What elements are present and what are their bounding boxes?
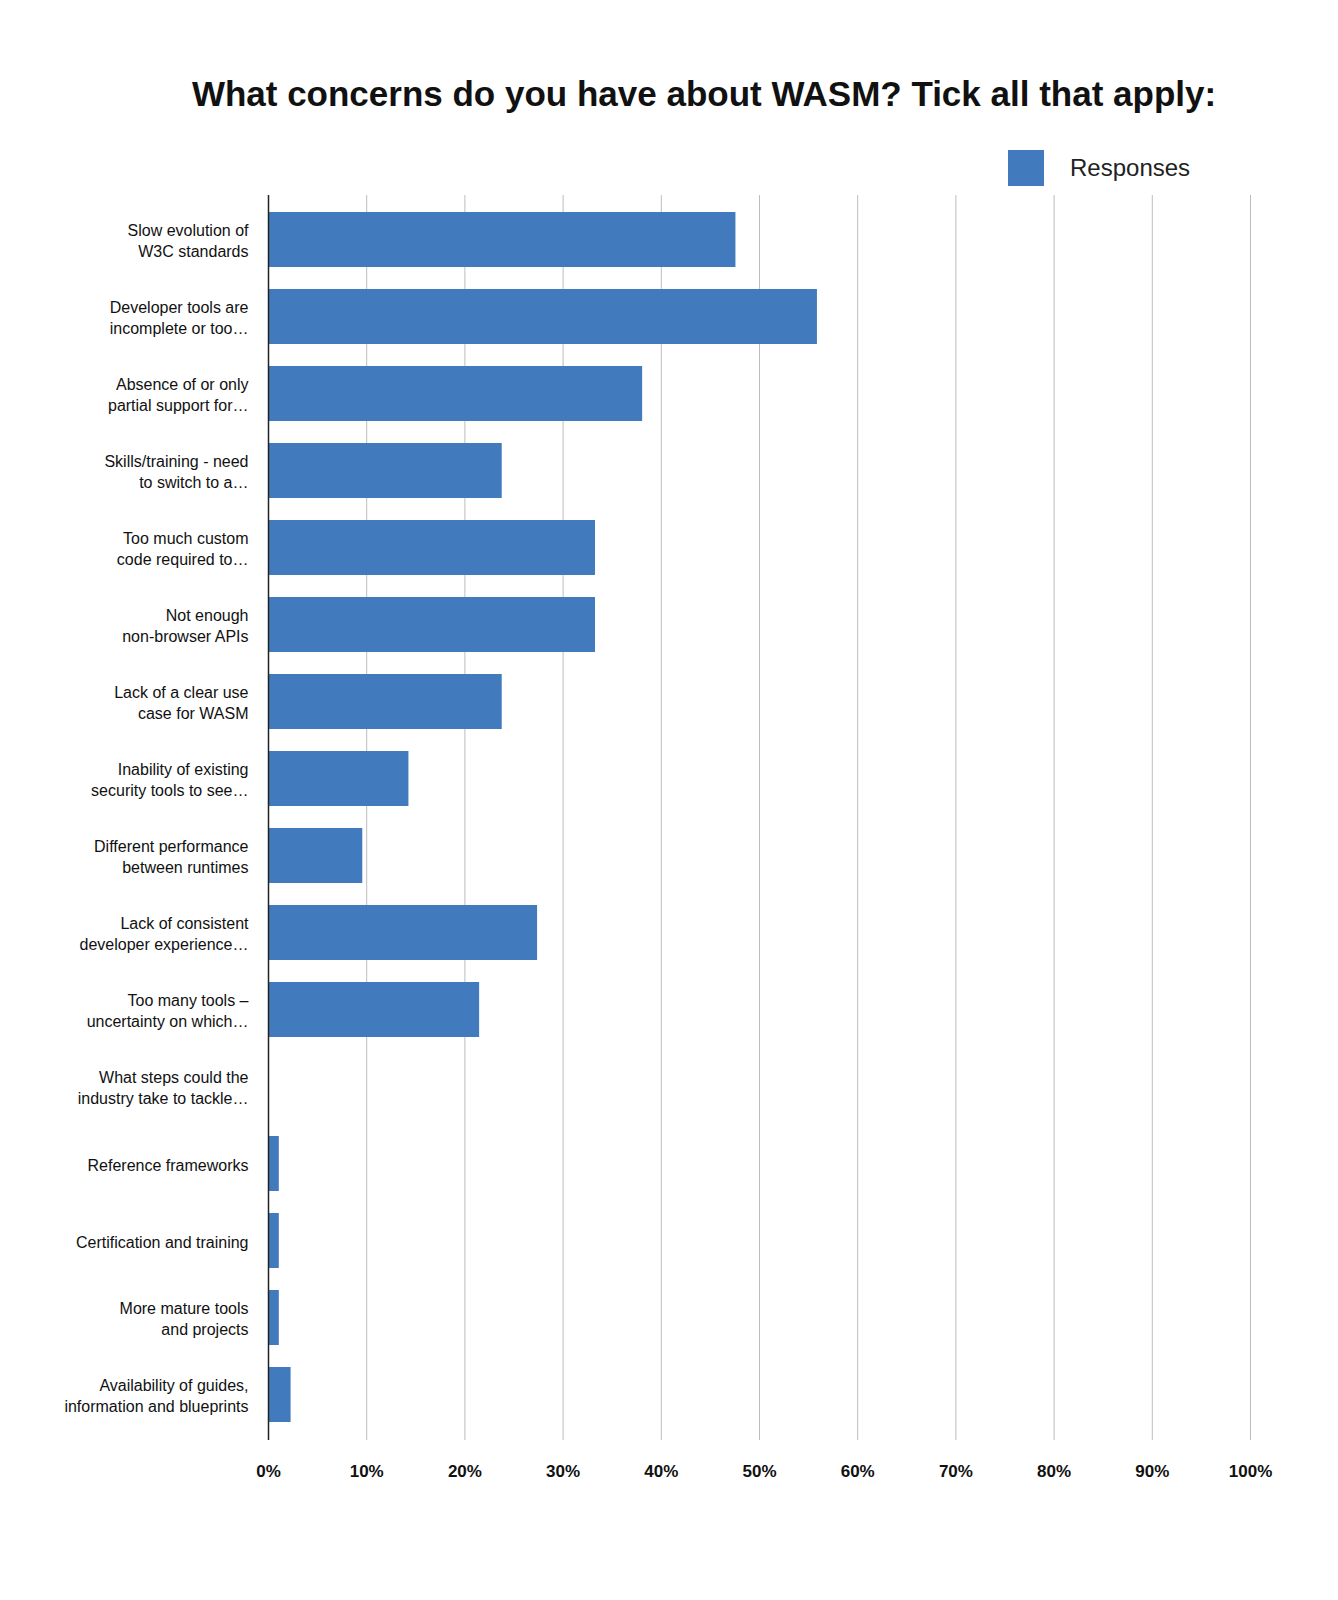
- svg-text:Too much customcode required t: Too much customcode required to…: [117, 530, 249, 568]
- svg-text:80%: 80%: [1037, 1462, 1071, 1481]
- html-text:What concerns do you have abou: What concerns do you have about WASM? Ti…: [191, 74, 1217, 113]
- svg-text:50%: 50%: [742, 1462, 776, 1481]
- svg-text:Slow evolution ofW3C standards: Slow evolution ofW3C standards: [128, 222, 250, 260]
- svg-text:0%: 0%: [256, 1462, 281, 1481]
- svg-text:Reference frameworks: Reference frameworks: [88, 1157, 249, 1174]
- svg-text:20%: 20%: [448, 1462, 482, 1481]
- svg-text:Developer tools areincomplete: Developer tools areincomplete or too…: [110, 299, 249, 337]
- svg-text:Absence of or onlypartial supp: Absence of or onlypartial support for…: [108, 376, 249, 414]
- svg-text:What steps could theindustry t: What steps could theindustry take to tac…: [78, 1069, 249, 1107]
- svg-text:Certification and training: Certification and training: [76, 1234, 249, 1251]
- svg-text:Availability of guides,informa: Availability of guides,information and b…: [64, 1377, 248, 1415]
- svg-text:70%: 70%: [939, 1462, 973, 1481]
- svg-text:Different performancebetween r: Different performancebetween runtimes: [94, 838, 249, 876]
- svg-text:90%: 90%: [1135, 1462, 1169, 1481]
- svg-text:100%: 100%: [1229, 1462, 1272, 1481]
- svg-text:Skills/training - needto switc: Skills/training - needto switch to a…: [104, 453, 248, 491]
- svg-text:60%: 60%: [841, 1462, 875, 1481]
- svg-text:More mature toolsand projects: More mature toolsand projects: [120, 1300, 249, 1338]
- svg-text:30%: 30%: [546, 1462, 580, 1481]
- html-text:Responses: Responses: [1070, 154, 1191, 181]
- svg-text:Lack of consistentdeveloper ex: Lack of consistentdeveloper experience…: [80, 915, 250, 953]
- svg-text:40%: 40%: [644, 1462, 678, 1481]
- svg-text:Too many tools –uncertainty on: Too many tools –uncertainty on which…: [87, 992, 249, 1030]
- svg-text:Lack of a clear usecase for WA: Lack of a clear usecase for WASM: [114, 684, 248, 722]
- svg-text:Not enoughnon-browser APIs: Not enoughnon-browser APIs: [122, 607, 248, 645]
- svg-text:Inability of existingsecurity: Inability of existingsecurity tools to s…: [91, 761, 248, 799]
- svg-text:10%: 10%: [350, 1462, 384, 1481]
